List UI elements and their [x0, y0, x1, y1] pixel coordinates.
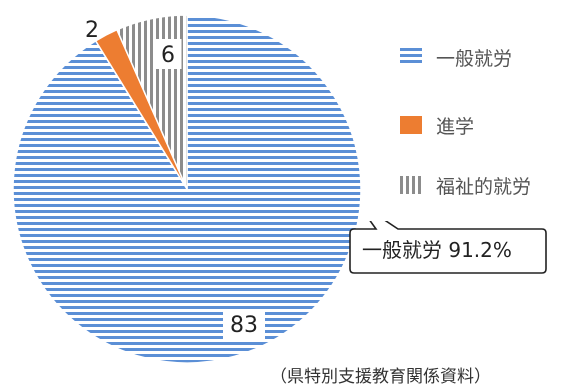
data-label-general-employment-background — [223, 309, 265, 339]
legend-label-welfare-employment: 福祉的就労 — [436, 175, 532, 198]
source-note: （県特別支援教育関係資料） — [270, 367, 491, 387]
data-label-general-employment: 83 — [230, 313, 258, 338]
data-label-welfare-employment: 6 — [161, 43, 175, 68]
legend-swatch-general-employment — [400, 48, 422, 66]
legend-label-further-education: 進学 — [436, 115, 475, 138]
legend-item-general-employment: 一般就労 — [400, 44, 512, 70]
legend-swatch-further-education — [400, 116, 422, 134]
data-label-further-education: 2 — [85, 18, 99, 43]
pie-slices — [12, 14, 362, 364]
callout-text: 一般就労 91.2% — [362, 238, 512, 262]
data-label-welfare-employment-background — [154, 39, 182, 69]
legend-item-further-education: 進学 — [400, 112, 474, 138]
pie-data-labels: 83 2 6 — [85, 18, 265, 339]
legend-item-welfare-employment: 福祉的就労 — [400, 172, 531, 198]
legend-label-general-employment: 一般就労 — [436, 47, 513, 70]
legend-swatch-welfare-employment — [400, 176, 422, 194]
